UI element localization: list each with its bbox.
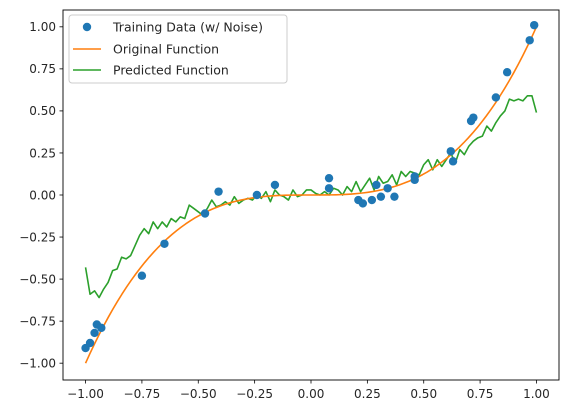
legend-label-predicted-function: Predicted Function <box>113 63 229 78</box>
x-tick-label: 0.50 <box>410 387 437 401</box>
training-data-point <box>372 180 381 190</box>
training-data-point <box>270 180 280 190</box>
training-data-point <box>200 209 210 218</box>
training-data-point <box>97 323 106 333</box>
training-data-point <box>252 190 262 200</box>
training-data-point <box>383 184 392 193</box>
training-data-point <box>376 192 386 201</box>
training-data-point <box>446 147 455 156</box>
legend-label-original-function: Original Function <box>113 42 219 57</box>
y-tick-label: −1.00 <box>19 356 56 370</box>
training-data-point <box>367 195 377 205</box>
training-data-point <box>324 173 334 183</box>
training-data-point <box>358 199 368 208</box>
y-tick-label: 0.25 <box>29 146 56 160</box>
y-tick-label: 0.75 <box>29 62 56 76</box>
training-data-point <box>469 113 478 122</box>
x-axis: −1.00 −0.75 −0.50 −0.25 0.00 0.25 0.50 0.75 1.00 <box>67 380 550 401</box>
y-tick-label: −0.50 <box>19 272 56 286</box>
legend: Training Data (w/ Noise) Original Functi… <box>68 14 288 84</box>
training-data-point <box>90 328 99 338</box>
training-data-point <box>324 184 334 193</box>
training-data-point <box>85 338 95 348</box>
training-data-point <box>160 239 169 248</box>
training-data-point <box>137 271 147 280</box>
legend-marker-training-data <box>82 22 92 32</box>
predicted-function-line <box>84 94 538 299</box>
y-tick-label: 0.00 <box>29 188 56 202</box>
training-data-point <box>491 93 501 102</box>
x-tick-label: 0.00 <box>298 387 325 401</box>
x-tick-label: 0.75 <box>467 387 494 401</box>
y-tick-label: −0.25 <box>19 230 56 244</box>
plot-area <box>81 20 539 364</box>
training-data-point <box>448 157 458 166</box>
y-tick-label: −0.75 <box>19 314 56 328</box>
x-tick-label: −0.50 <box>180 387 217 401</box>
legend-box <box>68 14 288 84</box>
y-tick-label: 1.00 <box>29 20 56 34</box>
training-data-point <box>530 20 539 30</box>
training-data-point <box>502 68 512 77</box>
x-tick-label: −1.00 <box>67 387 104 401</box>
y-tick-label: 0.50 <box>29 104 56 118</box>
training-data-point <box>390 192 399 201</box>
y-axis: 1.00 0.75 0.50 0.25 0.00 −0.25 −0.50 −0.75 −1.00 <box>19 20 63 370</box>
x-tick-label: 0.25 <box>354 387 381 401</box>
training-data-point <box>410 175 419 185</box>
training-data-point <box>214 187 223 196</box>
legend-label-training-data: Training Data (w/ Noise) <box>112 20 263 35</box>
training-data-point <box>525 36 534 45</box>
x-tick-label: −0.25 <box>236 387 273 401</box>
x-tick-label: −0.75 <box>124 387 161 401</box>
x-tick-label: 1.00 <box>523 387 550 401</box>
